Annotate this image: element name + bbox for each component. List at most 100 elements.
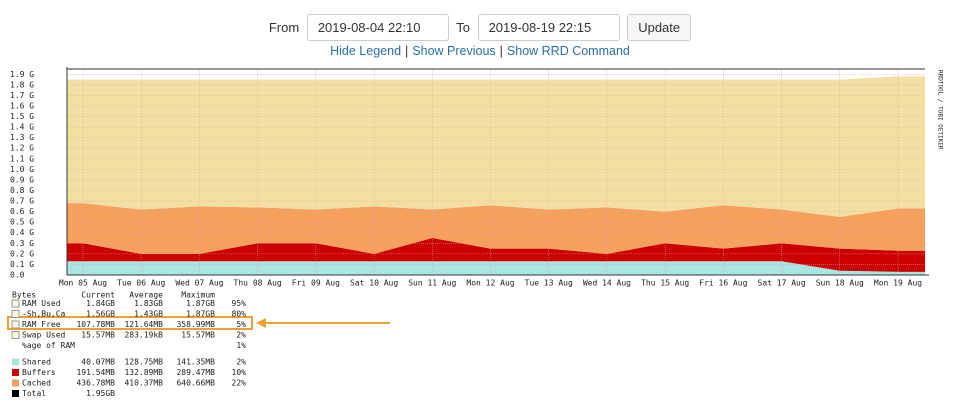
y-tick-label: 1.0 G (10, 165, 34, 174)
y-tick-label: 0.6 G (10, 207, 34, 216)
legend-value: 95% (232, 299, 247, 308)
legend-value: 410.37MB (124, 379, 163, 388)
y-tick-label: 1.1 G (10, 154, 34, 163)
highlight-box (7, 316, 253, 330)
legend-value: 289.47MB (176, 368, 215, 377)
legend-value: 1% (236, 341, 246, 350)
y-tick-label: 1.8 G (10, 80, 34, 89)
legend-header: Maximum (181, 291, 215, 300)
legend-value: 640.66MB (176, 379, 215, 388)
watermark: RRDTOOL / TOBI OETIKER (937, 70, 944, 150)
x-tick-label: Wed 07 Aug (175, 279, 223, 288)
legend-value: 436.78MB (76, 379, 115, 388)
legend-value: 358.99MB (176, 320, 215, 329)
y-tick-label: 0.2 G (10, 249, 34, 258)
legend-value: 1.83GB (134, 299, 163, 308)
legend-swatch (12, 358, 19, 366)
update-button[interactable]: Update (627, 14, 692, 41)
y-tick-label: 1.7 G (10, 91, 34, 100)
legend-value: 191.54MB (76, 368, 115, 377)
legend-value: 2% (236, 331, 246, 340)
legend-swatch (11, 331, 20, 339)
y-tick-label: 0.4 G (10, 228, 34, 237)
x-tick-label: Mon 19 Aug (874, 279, 922, 288)
legend-swatch (12, 369, 19, 376)
x-tick-label: Thu 08 Aug (234, 279, 282, 288)
legend-label: Cached (22, 379, 51, 388)
separator: | (405, 44, 409, 58)
area (67, 203, 925, 254)
legend-value: 1.84GB (86, 299, 115, 308)
y-tick-label: 0.1 G (10, 260, 34, 269)
x-tick-label: Mon 05 Aug (59, 279, 107, 288)
legend-value: 22% (232, 379, 247, 388)
y-tick-label: 0.8 G (10, 186, 34, 195)
x-tick-label: Sun 11 Aug (408, 279, 456, 288)
legend-swatch (12, 390, 19, 397)
legend-swatch (11, 320, 20, 329)
legend-value: 132.89MB (124, 368, 163, 377)
legend-label: Shared (22, 358, 51, 367)
legend-value: 80% (232, 310, 247, 319)
legend-swatch (11, 299, 20, 308)
legend-header: Average (129, 291, 163, 300)
y-tick-label: 0.9 G (10, 175, 34, 184)
x-tick-label: Fri 16 Aug (699, 279, 747, 288)
legend-value: 283.19kB (124, 331, 163, 340)
legend-header: Bytes (12, 291, 36, 300)
legend-value: 107.78MB (76, 320, 115, 329)
x-tick-label: Tue 06 Aug (117, 279, 165, 288)
legend-value: 15.57MB (181, 331, 215, 340)
legend-label: -Sh,Bu,Ca (22, 310, 66, 319)
y-tick-label: 1.2 G (10, 144, 34, 153)
x-tick-label: Wed 14 Aug (583, 279, 631, 288)
to-label: To (456, 20, 470, 35)
x-tick-label: Thu 15 Aug (641, 279, 689, 288)
legend-value: 121.64MB (124, 320, 163, 329)
y-tick-label: 1.5 G (10, 112, 34, 121)
y-tick-label: 0.3 G (10, 239, 34, 248)
legend-value: 128.75MB (124, 358, 163, 367)
x-tick-label: Sat 10 Aug (350, 279, 398, 288)
link[interactable]: Hide Legend (330, 44, 402, 58)
legend-value: 1.87GB (186, 299, 215, 308)
legend-value: 141.35MB (176, 358, 215, 367)
legend-label: %age of RAM (22, 341, 75, 350)
legend-swatch (12, 379, 19, 387)
legend-value: 5% (236, 320, 246, 329)
y-tick-label: 0.7 G (10, 197, 34, 206)
legend-value: 1.43GB (134, 310, 163, 319)
legend-value: 15.57MB (81, 331, 115, 340)
x-tick-label: Mon 12 Aug (466, 279, 514, 288)
area (67, 76, 925, 217)
legend-value: 2% (236, 358, 246, 367)
x-tick-label: Sun 18 Aug (816, 279, 864, 288)
legend-value: 10% (232, 368, 247, 377)
x-tick-label: Fri 09 Aug (292, 279, 340, 288)
y-tick-label: 1.4 G (10, 123, 34, 132)
link[interactable]: Show Previous (412, 44, 496, 58)
legend-value: 1.95GB (86, 389, 115, 398)
from-label: From (268, 20, 300, 35)
to-input[interactable]: 2019-08-19 22:15 (477, 14, 620, 41)
legend-label: Total (22, 389, 46, 398)
y-tick-label: 1.9 G (10, 70, 34, 79)
legend-label: RAM Free (22, 320, 61, 329)
separator: | (499, 44, 503, 58)
link[interactable]: Show RRD Command (506, 44, 630, 58)
y-tick-label: 0.0 (10, 271, 25, 280)
x-tick-label: Sat 17 Aug (757, 279, 805, 288)
area (67, 238, 925, 272)
legend-swatch (11, 310, 20, 318)
y-tick-label: 1.3 G (10, 133, 34, 142)
legend-label: Buffers (22, 368, 56, 377)
legend-value: 40.07MB (81, 358, 115, 367)
y-tick-label: 1.6 G (10, 101, 34, 110)
area (67, 261, 925, 275)
from-input[interactable]: 2019-08-04 22:10 (306, 14, 449, 41)
legend-label: RAM Used (22, 299, 61, 308)
legend-value: 1.56GB (86, 310, 115, 319)
x-tick-label: Tue 13 Aug (525, 279, 573, 288)
